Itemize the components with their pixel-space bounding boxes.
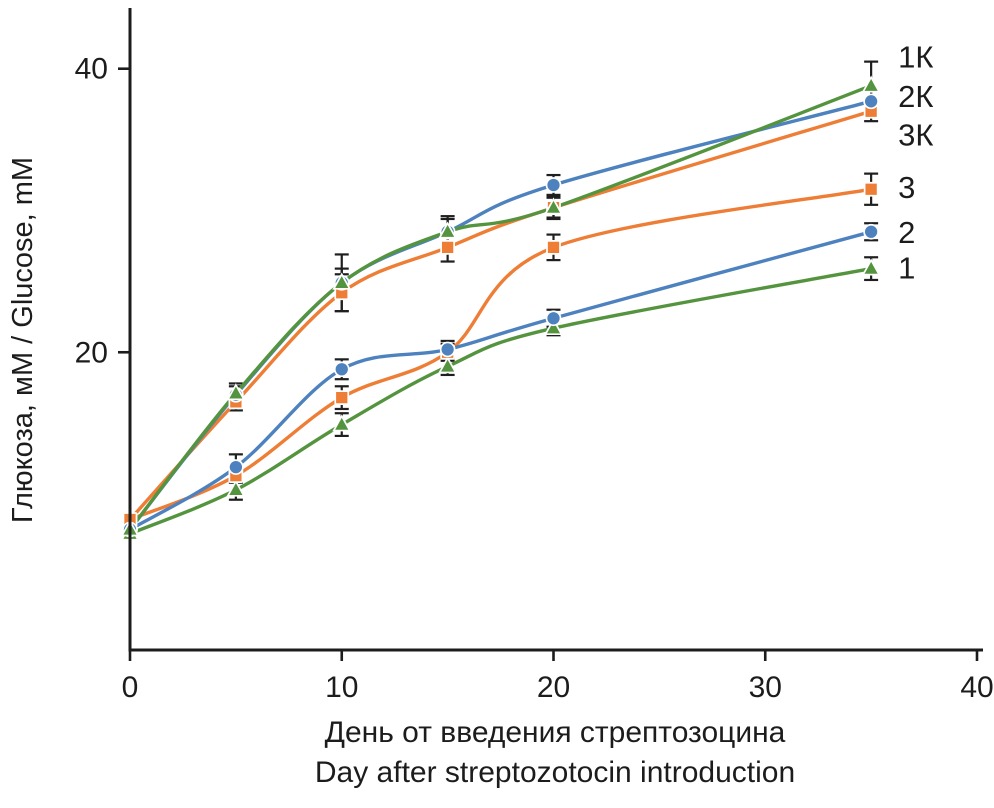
marker-triangle [438, 356, 458, 374]
x-tick-label: 40 [960, 671, 993, 704]
marker-triangle [861, 258, 881, 276]
series-label-2К: 2К [898, 79, 933, 114]
x-tick-label: 10 [325, 671, 358, 704]
x-tick-label: 0 [122, 671, 139, 704]
marker-triangle [544, 317, 563, 336]
marker-circle [863, 223, 879, 240]
x-tick-label: 20 [537, 671, 570, 704]
marker-triangle [226, 479, 246, 497]
series-label-3: 3 [898, 170, 915, 205]
marker-triangle [226, 383, 246, 401]
marker-square [334, 390, 350, 405]
y-tick-label: 40 [75, 53, 108, 86]
marker-circle [439, 341, 456, 358]
x-axis-label-ru: День от введения стрептозоцина [325, 716, 786, 749]
marker-triangle [544, 197, 563, 215]
marker-square [863, 181, 879, 197]
marker-triangle [332, 272, 352, 290]
marker-square [546, 240, 561, 255]
y-axis-label: Глюкоза, мМ / Glucose, mM [7, 157, 39, 523]
marker-triangle [332, 414, 352, 432]
marker-square [440, 240, 455, 255]
x-axis-label-en: Day after streptozotocin introduction [315, 756, 795, 789]
series-label-3К: 3К [898, 117, 933, 152]
series-line-2 [128, 230, 873, 532]
marker-triangle [861, 75, 881, 93]
series-line-1К [128, 84, 873, 532]
marker-triangle [438, 221, 458, 239]
marker-circle [863, 93, 879, 110]
x-tick-label: 30 [749, 671, 782, 704]
marker-circle [333, 361, 350, 378]
series-line-3К [128, 109, 873, 522]
y-tick-label: 20 [75, 336, 108, 369]
marker-circle [545, 177, 562, 193]
series-label-1: 1 [898, 251, 915, 286]
series-label-1К: 1К [898, 39, 933, 74]
marker-circle [545, 310, 562, 327]
marker-circle [228, 459, 244, 475]
series-label-2: 2 [898, 215, 915, 250]
